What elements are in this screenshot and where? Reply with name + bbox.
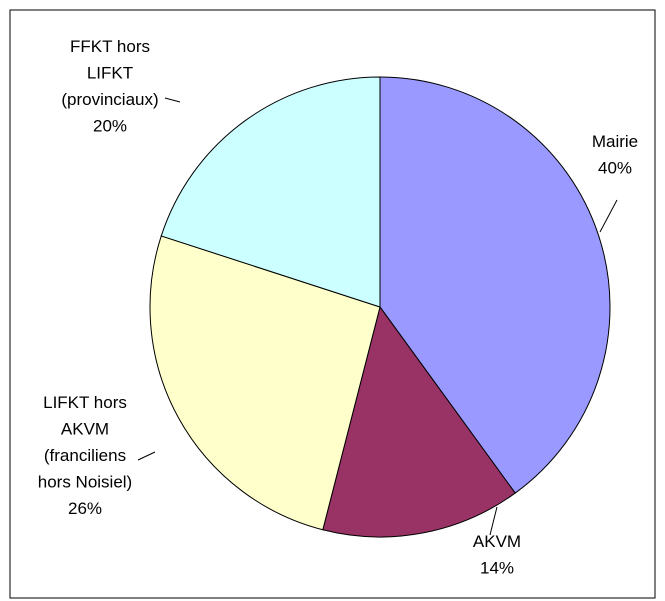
leader-line — [137, 451, 156, 461]
pie-slice — [379, 76, 611, 494]
leader-line — [599, 199, 618, 233]
value-label: 20% — [93, 117, 127, 136]
slice-label: Mairie — [592, 132, 638, 151]
value-label: 26% — [68, 499, 102, 518]
pie-slice — [149, 235, 381, 531]
slice-label: AKVM — [473, 532, 521, 551]
leader-line — [164, 97, 181, 103]
slice-label: FFKT hors LIFKT (provinciaux) — [61, 37, 158, 109]
slice-label: LIFKT hors AKVM (franciliens hors Noisiel) — [38, 393, 132, 492]
pie-slice — [160, 76, 381, 308]
pie-slice — [322, 305, 516, 538]
value-label: 40% — [598, 159, 632, 178]
leader-line — [489, 506, 498, 536]
value-label: 14% — [480, 559, 514, 578]
